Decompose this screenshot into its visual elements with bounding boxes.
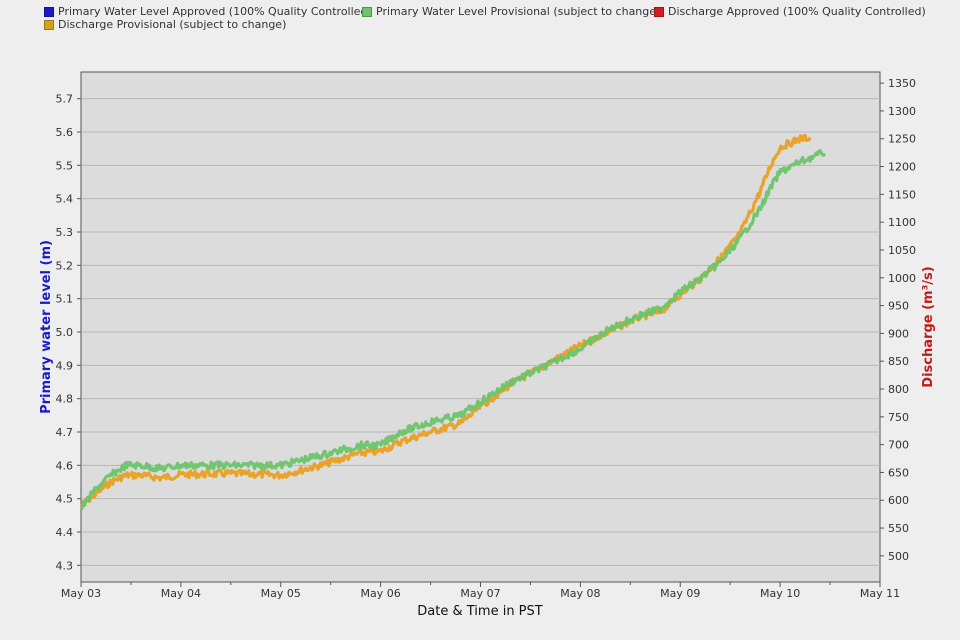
x-tick-label: May 10 <box>760 587 800 600</box>
y-left-tick-label: 4.8 <box>56 393 74 406</box>
y-left-tick-label: 4.4 <box>56 526 74 539</box>
y-left-tick-label: 4.6 <box>56 459 74 472</box>
y-axis-right-title: Discharge (m³/s) <box>921 266 936 387</box>
x-tick-label: May 08 <box>560 587 600 600</box>
y-right-tick-label: 650 <box>888 466 909 479</box>
y-right-tick-label: 700 <box>888 439 909 452</box>
axis-ticks: 4.3 4.4 4.5 4.6 4.7 4.8 4.9 5.0 5.1 5.2 5.3 5.4 5.5 5… <box>56 77 917 600</box>
x-tick-label: May 09 <box>660 587 700 600</box>
legend-label: Discharge Approved (100% Quality Control… <box>668 5 926 18</box>
y-right-tick-label: 850 <box>888 355 909 368</box>
plot-area <box>80 71 881 583</box>
chart-legend: Primary Water Level Approved (100% Quali… <box>0 0 960 40</box>
y-left-tick-label: 4.7 <box>56 426 74 439</box>
legend-swatch <box>44 6 54 17</box>
x-tick-label: May 11 <box>860 587 900 600</box>
y-right-tick-label: 1150 <box>888 188 916 201</box>
x-tick-label: May 04 <box>161 587 201 600</box>
y-right-tick-label: 800 <box>888 383 909 396</box>
y-left-tick-label: 4.9 <box>56 359 74 372</box>
legend-label: Primary Water Level Provisional (subject… <box>376 5 661 18</box>
y-left-tick-label: 4.3 <box>56 559 74 572</box>
y-right-tick-label: 600 <box>888 494 909 507</box>
y-axis-left-title: Primary water level (m) <box>39 240 54 414</box>
y-right-tick-label: 950 <box>888 300 909 313</box>
legend-item-discharge-approved[interactable]: Discharge Approved (100% Quality Control… <box>654 5 926 18</box>
y-left-tick-label: 5.3 <box>56 226 74 239</box>
legend-swatch <box>654 6 664 17</box>
y-right-tick-label: 900 <box>888 327 909 340</box>
legend-item-level-provisional[interactable]: Primary Water Level Provisional (subject… <box>362 5 660 18</box>
legend-item-discharge-provisional[interactable]: Discharge Provisional (subject to change… <box>44 18 286 31</box>
y-right-tick-label: 550 <box>888 522 909 535</box>
y-left-tick-label: 5.7 <box>56 93 74 106</box>
series-group <box>80 133 827 511</box>
y-right-tick-label: 1050 <box>888 244 916 257</box>
y-left-tick-label: 5.2 <box>56 259 74 272</box>
x-axis-title: Date & Time in PST <box>417 604 542 619</box>
y-left-tick-label: 5.5 <box>56 159 74 172</box>
y-right-tick-label: 1100 <box>888 216 916 229</box>
legend-item-level-approved[interactable]: Primary Water Level Approved (100% Quali… <box>44 5 372 18</box>
legend-label: Discharge Provisional (subject to change… <box>58 18 287 31</box>
y-left-tick-label: 5.1 <box>56 293 74 306</box>
y-left-tick-label: 5.6 <box>56 126 74 139</box>
legend-label: Primary Water Level Approved (100% Quali… <box>58 5 372 18</box>
y-right-tick-label: 1300 <box>888 105 916 118</box>
y-right-tick-label: 1200 <box>888 161 916 174</box>
x-tick-label: May 07 <box>460 587 500 600</box>
x-tick-label: May 06 <box>361 587 401 600</box>
y-left-tick-label: 5.0 <box>56 326 74 339</box>
y-right-tick-label: 750 <box>888 411 909 424</box>
y-left-tick-label: 4.5 <box>56 493 74 506</box>
y-left-tick-label: 5.4 <box>56 193 74 206</box>
x-tick-label: May 05 <box>261 587 301 600</box>
y-right-tick-label: 1000 <box>888 272 916 285</box>
legend-swatch <box>362 6 372 17</box>
series-line <box>80 149 827 511</box>
x-tick-label: May 03 <box>61 587 101 600</box>
y-right-tick-label: 1250 <box>888 133 916 146</box>
y-right-tick-label: 500 <box>888 550 909 563</box>
y-right-tick-label: 1350 <box>888 77 916 90</box>
legend-swatch <box>44 19 54 30</box>
